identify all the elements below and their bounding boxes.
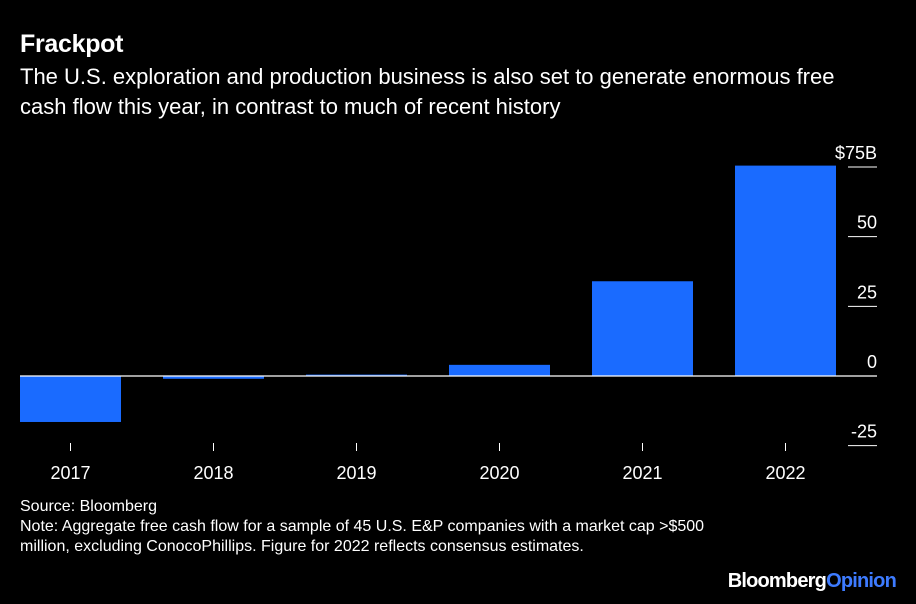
bar-2018 bbox=[163, 376, 264, 379]
x-tick-label-2022: 2022 bbox=[765, 463, 805, 483]
bar-2022 bbox=[735, 165, 836, 376]
chart-title: Frackpot bbox=[20, 30, 124, 58]
x-tick-label-2018: 2018 bbox=[193, 463, 233, 483]
bar-2021 bbox=[592, 281, 693, 376]
y-tick-label-4: -25 bbox=[851, 422, 877, 442]
y-tick-label-3: 0 bbox=[867, 352, 877, 372]
y-tick-label-1: 50 bbox=[857, 213, 877, 233]
logo-opinion: Opinion bbox=[826, 570, 897, 592]
x-tick-label-2019: 2019 bbox=[336, 463, 376, 483]
bar-2020 bbox=[449, 364, 550, 376]
methodology-note: Note: Aggregate free cash flow for a sam… bbox=[20, 518, 705, 555]
y-tick-label-2: 25 bbox=[857, 282, 877, 302]
chart-subtitle: The U.S. exploration and production busi… bbox=[20, 64, 835, 119]
x-tick-label-2020: 2020 bbox=[479, 463, 519, 483]
bar-2017 bbox=[20, 376, 121, 422]
chart-footer: Source: Bloomberg Note: Aggregate free c… bbox=[20, 497, 720, 557]
source-note: Source: Bloomberg bbox=[20, 498, 157, 515]
x-tick-label-2021: 2021 bbox=[622, 463, 662, 483]
logo-bloomberg: Bloomberg bbox=[727, 570, 827, 592]
bar-2019 bbox=[306, 374, 407, 377]
x-tick-label-2017: 2017 bbox=[50, 463, 90, 483]
bloomberg-opinion-logo: BloombergOpinion bbox=[727, 570, 897, 593]
y-tick-label-0: $75B bbox=[835, 143, 877, 163]
